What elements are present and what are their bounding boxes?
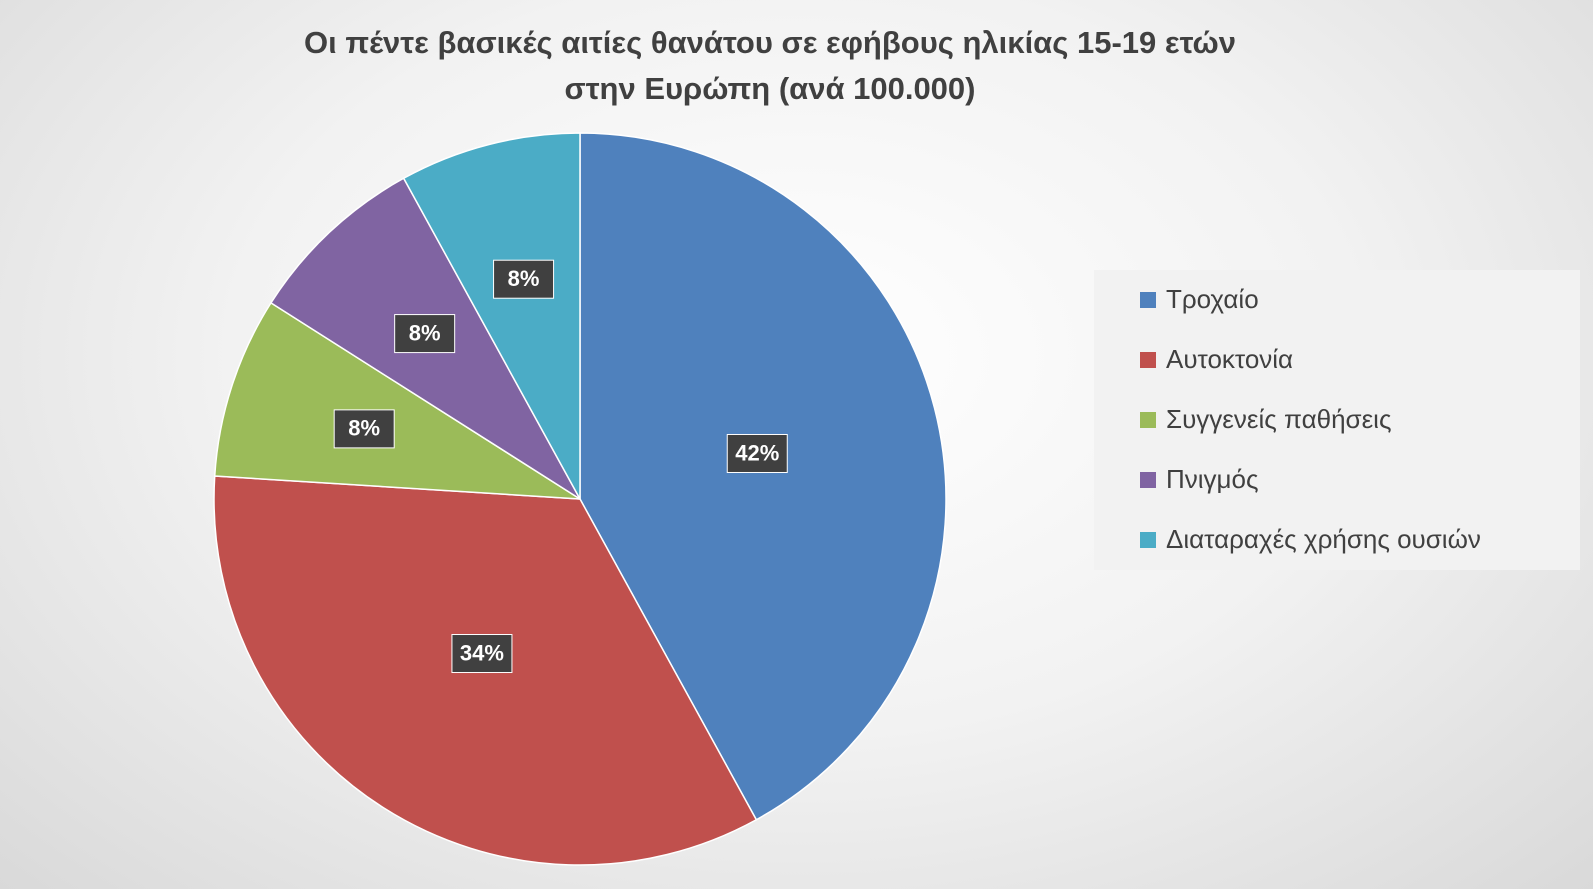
data-label: 8% [409,320,441,345]
chart-title: Οι πέντε βασικές αιτίες θανάτου σε εφήβο… [304,25,1236,106]
legend-swatch [1140,412,1156,428]
pie-slice [213,301,581,500]
data-label-box [493,259,555,299]
data-label: 34% [460,640,504,665]
data-label-box [394,314,456,354]
legend-label: Αυτοκτονία [1166,344,1293,374]
data-label-box [451,634,513,674]
legend-label: Διαταραχές χρήσης ουσιών [1166,524,1481,554]
data-label: 42% [735,440,779,465]
legend-swatch [1140,472,1156,488]
legend-swatch [1140,352,1156,368]
data-label: 8% [348,416,380,441]
legend-label: Πνιγμός [1166,464,1259,494]
pie-slice [579,132,947,821]
legend-swatch [1140,292,1156,308]
legend-box [1094,270,1580,570]
data-label-box [333,409,395,449]
legend-label: Τροχαίο [1166,284,1259,314]
legend-label: Συγγενείς παθήσεις [1166,404,1391,434]
pie-slice [402,132,581,500]
data-label: 8% [508,266,540,291]
legend-swatch [1140,532,1156,548]
data-label-box [726,433,788,473]
